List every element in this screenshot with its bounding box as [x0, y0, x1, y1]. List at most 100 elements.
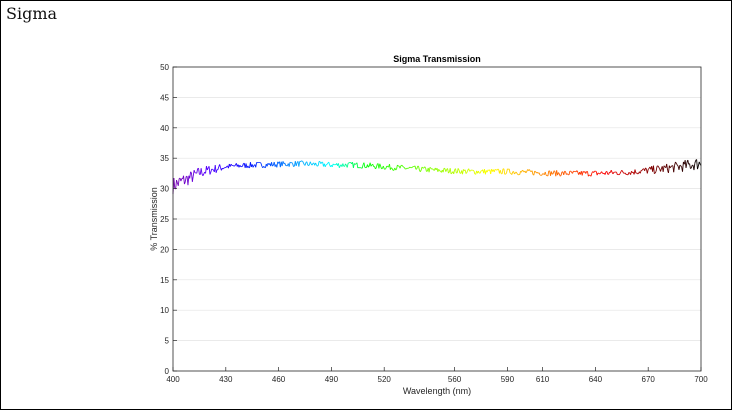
x-tick-label: 520: [378, 375, 392, 384]
trace-segment: [590, 172, 593, 177]
trace-segment: [411, 166, 413, 169]
trace-segment: [311, 163, 314, 166]
trace-segment: [465, 172, 468, 174]
trace-segment: [499, 170, 502, 174]
trace-segment: [473, 170, 476, 175]
x-tick-label: 670: [642, 375, 656, 384]
trace-segment: [466, 169, 469, 173]
trace-segment: [690, 165, 693, 169]
trace-segment: [654, 172, 656, 175]
trace-segment: [357, 167, 359, 169]
trace-segment: [657, 165, 660, 168]
trace-segment: [202, 173, 205, 177]
trace-segment: [552, 170, 555, 174]
trace-segment: [320, 162, 323, 164]
trace-segment: [468, 168, 470, 172]
trace-segment: [271, 162, 273, 167]
trace-segment: [678, 165, 681, 170]
trace-segment: [354, 163, 357, 165]
trace-segment: [453, 169, 456, 174]
trace-segment: [501, 168, 504, 174]
trace-segment: [317, 165, 319, 167]
trace-segment: [367, 165, 370, 168]
trace-segment: [599, 172, 602, 175]
trace-segment: [604, 171, 607, 175]
trace-segment: [654, 171, 657, 174]
trace-segment: [508, 168, 511, 174]
trace-segment: [375, 167, 377, 170]
trace-segment: [536, 171, 538, 174]
trace-segment: [628, 172, 630, 174]
trace-segment: [534, 170, 536, 173]
trace-segment: [217, 166, 220, 170]
trace-segment: [666, 163, 669, 171]
trace-segment: [263, 166, 265, 168]
trace-segment: [404, 167, 406, 170]
trace-segment: [338, 165, 341, 168]
trace-segment: [206, 167, 209, 171]
trace-segment: [215, 169, 218, 173]
x-tick-label: 590: [501, 375, 515, 384]
y-tick-label: 25: [160, 215, 169, 224]
trace-segment: [601, 171, 603, 174]
trace-segment: [196, 168, 199, 174]
trace-segment: [200, 168, 203, 175]
trace-segment: [345, 163, 347, 166]
trace-segment: [618, 173, 621, 176]
trace-segment: [255, 162, 258, 168]
trace-segment: [511, 171, 514, 175]
trace-segment: [298, 161, 301, 167]
trace-segment: [538, 172, 541, 176]
trace-segment: [515, 171, 518, 174]
trace-segment: [372, 164, 375, 167]
trace-segment: [641, 168, 644, 171]
y-axis-label: % Transmission: [149, 187, 159, 251]
trace-segment: [587, 171, 589, 177]
trace-segment: [496, 168, 499, 171]
trace-segment: [447, 168, 449, 174]
trace-segment: [214, 165, 217, 173]
trace-segment: [221, 167, 224, 170]
trace-segment: [680, 165, 683, 168]
trace-segment: [516, 173, 519, 175]
trace-segment: [184, 181, 186, 185]
trace-segment: [637, 173, 639, 175]
trace-segment: [189, 171, 192, 179]
x-tick-label: 700: [694, 375, 708, 384]
trace-segment: [519, 171, 522, 175]
trace-segment: [219, 164, 221, 168]
trace-segment: [317, 161, 320, 166]
trace-segment: [682, 161, 684, 172]
trace-segment: [183, 175, 185, 185]
trace-segment: [414, 165, 417, 170]
trace-segment: [239, 164, 242, 167]
grid-lines: [173, 97, 701, 341]
trace-segment: [493, 169, 496, 173]
trace-segment: [379, 163, 382, 167]
trace-segment: [585, 171, 588, 174]
trace-segment: [412, 166, 414, 168]
trace-segment: [621, 169, 624, 172]
trace-segment: [624, 172, 627, 175]
trace-segment: [232, 165, 234, 167]
trace-segment: [679, 164, 682, 167]
trace-segment: [208, 166, 211, 175]
trace-segment: [356, 162, 359, 169]
trace-segment: [302, 162, 305, 165]
x-tick-label: 610: [536, 375, 550, 384]
trace-segment: [487, 169, 490, 171]
trace-segment: [304, 162, 307, 166]
trace-segment: [662, 165, 665, 172]
trace-segment: [382, 165, 385, 169]
trace-segment: [675, 163, 678, 166]
trace-segment: [247, 165, 250, 168]
trace-segment: [670, 165, 673, 167]
trace-segment: [663, 165, 666, 168]
trace-segment: [477, 170, 480, 174]
trace-segment: [522, 169, 524, 172]
trace-segment: [391, 168, 394, 171]
trace-segment: [222, 167, 225, 170]
trace-segment: [438, 169, 441, 172]
trace-segment: [690, 167, 692, 169]
trace-segment: [639, 170, 642, 174]
